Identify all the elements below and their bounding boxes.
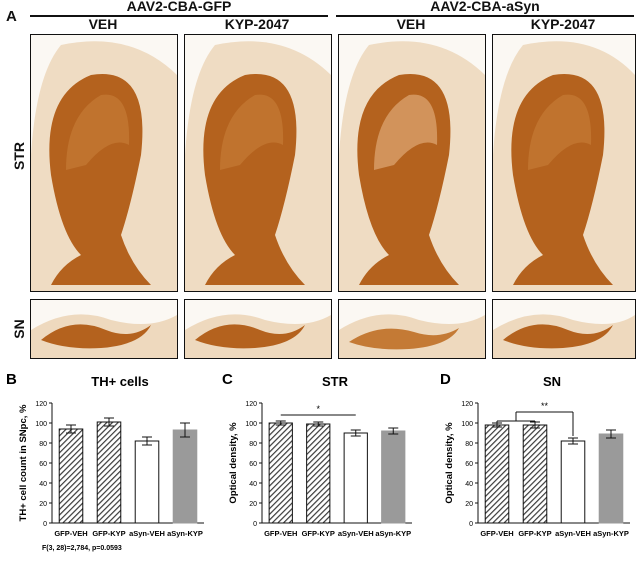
group-line-asyn (336, 15, 634, 17)
column-label-gfp-kyp: KYP-2047 (224, 16, 290, 32)
bar (58, 428, 84, 524)
panel-letter-d: D (440, 371, 451, 388)
category-label: GFP-VEH (54, 529, 87, 538)
y-axis-label: TH+ cell count in SNpc, % (18, 404, 29, 521)
micrograph-str-gfp-veh (30, 34, 178, 292)
micrograph-sn-gfp-kyp (184, 299, 332, 359)
y-tick-label: 0 (469, 521, 473, 528)
y-tick-label: 0 (43, 521, 47, 528)
category-label: aSyn-KYP (167, 529, 203, 538)
bar (343, 432, 368, 524)
panel-letter-c: C (222, 371, 233, 388)
row-label-sn: SN (11, 319, 27, 339)
statistics-footnote: F(3, 28)=2,784, p=0.0593 (42, 545, 122, 552)
category-label: GFP-KYP (302, 529, 335, 538)
sig-label: ** (541, 401, 549, 411)
bar (96, 421, 122, 524)
y-axis-label: Optical density, % (228, 422, 239, 504)
bar (172, 429, 198, 524)
chart-title: SN (543, 374, 561, 389)
panel-a-letter: A (6, 8, 17, 25)
y-tick-label: 120 (245, 401, 257, 408)
category-label: aSyn-KYP (593, 529, 629, 538)
micrograph-str-gfp-kyp (184, 34, 332, 292)
micrograph-str-asyn-veh (338, 34, 486, 292)
y-tick-label: 80 (249, 441, 257, 448)
bar (522, 424, 548, 524)
group-title-gfp: AAV2-CBA-GFP (126, 0, 232, 14)
y-tick-label: 20 (465, 501, 473, 508)
category-label: GFP-VEH (264, 529, 297, 538)
y-tick-label: 40 (249, 481, 257, 488)
y-tick-label: 60 (249, 461, 257, 468)
category-label: aSyn-KYP (375, 529, 411, 538)
y-tick-label: 40 (39, 481, 47, 488)
y-tick-label: 80 (39, 441, 47, 448)
y-tick-label: 40 (465, 481, 473, 488)
micrograph-str-asyn-kyp (492, 34, 636, 292)
group-line-gfp (30, 15, 328, 17)
chart-d: D SN 0 20 40 60 80 100 120 Optical density, % GFP-… (440, 371, 630, 538)
column-label-gfp-veh: VEH (88, 16, 118, 32)
column-label-asyn-kyp: KYP-2047 (530, 16, 596, 32)
bar (268, 422, 293, 524)
chart-b: B TH+ cells 0 20 40 60 80 100 120 TH+ cell count … (6, 371, 204, 552)
panel-letter-b: B (6, 371, 17, 388)
bar (306, 423, 331, 524)
y-tick-label: 20 (39, 501, 47, 508)
y-tick-label: 60 (39, 461, 47, 468)
bar (381, 430, 406, 524)
y-tick-label: 0 (253, 521, 257, 528)
bar (598, 433, 624, 524)
micrograph-sn-asyn-kyp (492, 299, 636, 359)
category-label: aSyn-VEH (555, 529, 591, 538)
row-label-str: STR (11, 142, 27, 170)
y-tick-label: 100 (35, 421, 47, 428)
chart-c: C STR 0 20 40 60 80 100 120 Optical density, % GFP… (222, 371, 412, 538)
y-tick-label: 100 (461, 421, 473, 428)
y-tick-label: 120 (461, 401, 473, 408)
group-title-asyn: AAV2-CBA-aSyn (430, 0, 540, 14)
y-tick-label: 120 (35, 401, 47, 408)
y-tick-label: 100 (245, 421, 257, 428)
sig-label: * (316, 404, 320, 414)
category-label: GFP-KYP (92, 529, 125, 538)
chart-title: STR (322, 374, 349, 389)
bar (134, 440, 160, 524)
y-axis-label: Optical density, % (444, 422, 455, 504)
y-tick-label: 60 (465, 461, 473, 468)
category-label: aSyn-VEH (338, 529, 374, 538)
y-tick-label: 20 (249, 501, 257, 508)
category-label: aSyn-VEH (129, 529, 165, 538)
category-label: GFP-KYP (518, 529, 551, 538)
y-tick-label: 80 (465, 441, 473, 448)
chart-title: TH+ cells (91, 374, 148, 389)
category-label: GFP-VEH (480, 529, 513, 538)
column-label-asyn-veh: VEH (396, 16, 426, 32)
bar (560, 440, 586, 524)
bar-charts: B TH+ cells 0 20 40 60 80 100 120 TH+ cell count … (6, 371, 630, 552)
micrograph-sn-gfp-veh (30, 299, 178, 359)
micrograph-sn-asyn-veh (338, 299, 486, 359)
bar (484, 424, 510, 524)
